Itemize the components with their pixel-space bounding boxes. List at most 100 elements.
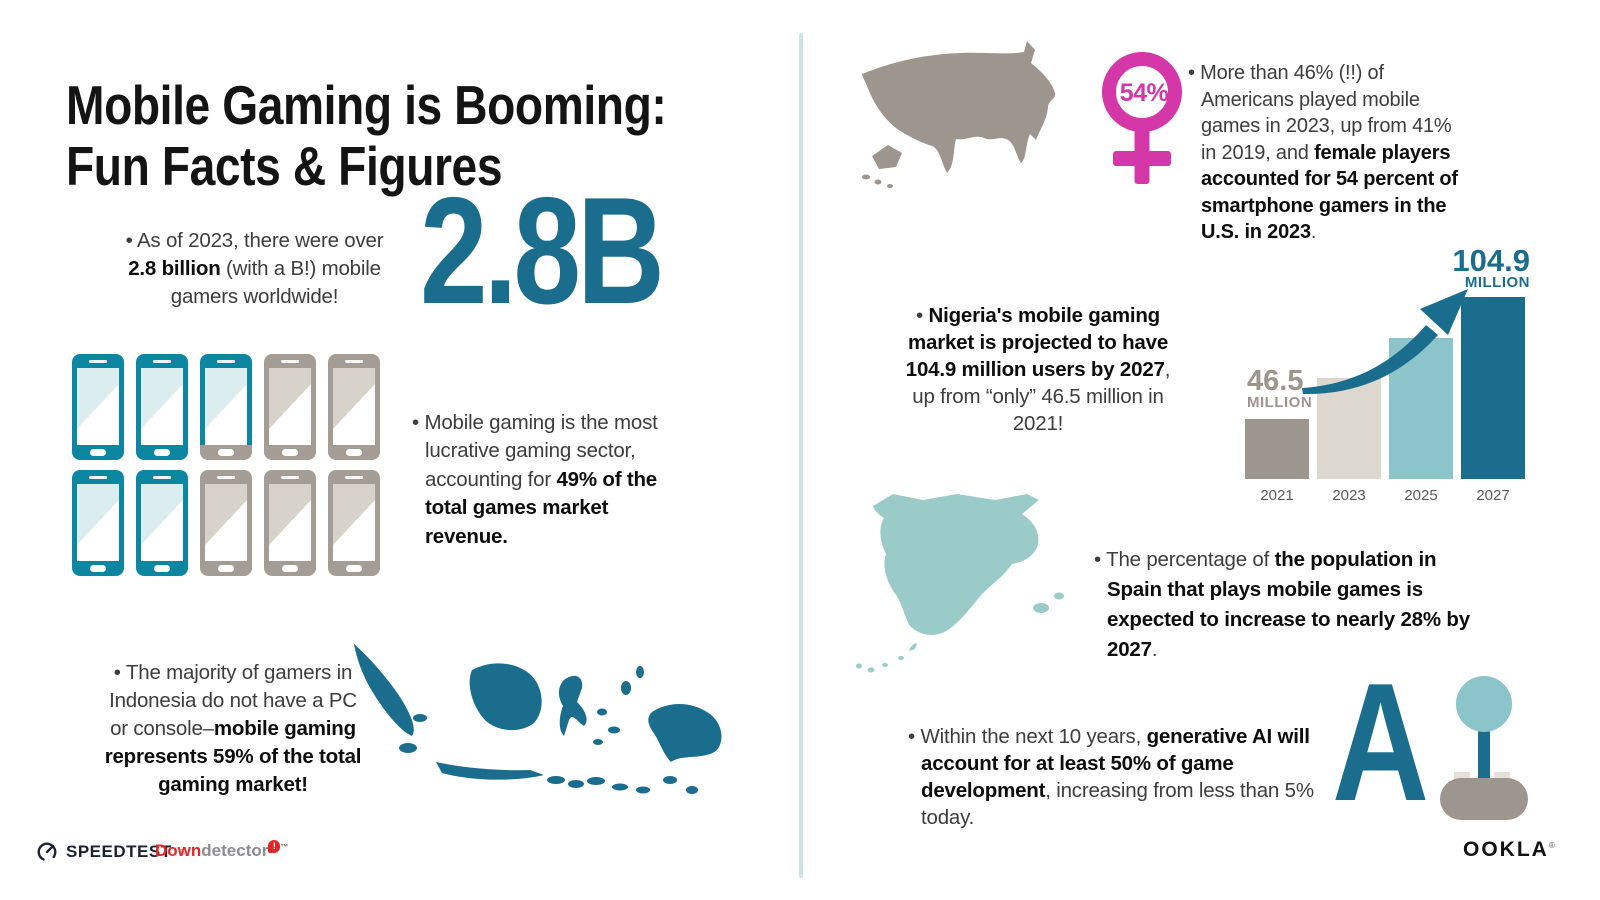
fact-indonesia: • The majority of gamers in Indonesia do… (104, 659, 362, 799)
phone-screen (333, 368, 375, 445)
phone-icon-split (200, 354, 252, 460)
phone-icon-teal (136, 354, 188, 460)
joystick-icon (1440, 676, 1528, 820)
page-title-line2: Fun Facts & Figures (66, 134, 503, 197)
bullet-glyph: • (1094, 547, 1101, 571)
phone-icon-teal (136, 470, 188, 576)
phone-screen (269, 484, 311, 561)
column-divider (799, 33, 803, 878)
page-title-line1: Mobile Gaming is Booming: (66, 73, 667, 136)
phone-screen (77, 368, 119, 445)
phone-home-button (154, 565, 170, 572)
fact-worldwide-gamers: • As of 2023, there were over 2.8 billio… (112, 227, 397, 311)
chart-value-46-5: 46.5 (1247, 365, 1304, 397)
downdetector-wordmark-detector: detector (201, 841, 269, 860)
growth-arrow-icon (1302, 289, 1468, 395)
phones-grid-49-percent (72, 354, 380, 576)
phone-speaker (153, 360, 171, 363)
phone-screen (333, 484, 375, 561)
ookla-logo: OOKLA® (1463, 838, 1557, 862)
downdetector-exclamation-icon: ! (268, 840, 281, 853)
speedtest-gauge-icon (37, 842, 57, 862)
fact-us-players: • More than 46% (!!) of Americans played… (1188, 60, 1471, 246)
bar-2021 (1245, 419, 1309, 479)
fact-text: , up from “only” 46.5 million in 2021! (912, 357, 1171, 435)
registered-mark: ® (1548, 841, 1557, 850)
chart-label-104-9-million: 104.9 MILLION (1452, 243, 1530, 291)
phone-speaker (89, 360, 107, 363)
phone-icon-teal (72, 470, 124, 576)
phone-speaker (153, 476, 171, 479)
fact-text: As of 2023, there were over (136, 228, 384, 252)
phone-speaker (281, 360, 299, 363)
axis-label-2023: 2023 (1332, 487, 1366, 504)
usa-map (862, 41, 1056, 188)
phone-icon-gray (328, 470, 380, 576)
fact-generative-ai: • Within the next 10 years, generative A… (908, 723, 1321, 831)
phone-screen (205, 368, 247, 445)
axis-label-2025: 2025 (1404, 487, 1438, 504)
phone-home-button (346, 449, 362, 456)
nigeria-users-bar-chart: 46.5 MILLION 104.9 MILLION 2021 2023 202… (1245, 243, 1530, 510)
fact-text-bold: the population in Spain that plays mobil… (1107, 547, 1470, 661)
phone-speaker (217, 360, 235, 363)
fact-text-bold: 49% of the total games market revenue. (425, 467, 658, 548)
downdetector-logo: Downdetector! ™ (155, 840, 289, 861)
phone-screen (77, 484, 119, 561)
bullet-glyph: • (1188, 62, 1195, 84)
fact-revenue: • Mobile gaming is the most lucrative ga… (412, 409, 683, 552)
big-stat-2-8b: 2.8B (420, 166, 665, 336)
fact-text: Within the next 10 years, (920, 724, 1147, 748)
fact-text-bold: 2.8 billion (128, 256, 221, 280)
fact-text: (with a B!) mobile gamers worldwide! (170, 256, 381, 308)
bullet-glyph: • (412, 410, 419, 434)
fact-text: The percentage of (1106, 547, 1275, 571)
fact-nigeria: • Nigeria's mobile gaming market is proj… (903, 302, 1173, 437)
phone-speaker (281, 476, 299, 479)
bullet-glyph: • (915, 303, 923, 327)
axis-label-2021: 2021 (1260, 487, 1294, 504)
bullet-glyph: • (125, 228, 133, 252)
fact-text: , increasing from less than 5% today. (921, 778, 1314, 829)
phone-home-button (90, 565, 106, 572)
phones-row-1 (72, 354, 380, 460)
axis-label-2027: 2027 (1476, 487, 1510, 504)
phone-home-button (218, 565, 234, 572)
phone-speaker (217, 476, 235, 479)
female-54-percent-badge: 54% (1119, 79, 1169, 107)
phone-home-button (346, 565, 362, 572)
phone-screen (269, 368, 311, 445)
fact-text-bold: Nigeria's mobile gaming market is projec… (905, 303, 1169, 381)
phone-icon-teal (72, 354, 124, 460)
bullet-glyph: • (908, 724, 915, 748)
phone-icon-gray (264, 470, 316, 576)
trademark-mark: ™ (280, 842, 289, 852)
registered-mark: ® (179, 847, 186, 857)
female-symbol-icon (1102, 52, 1182, 184)
chart-value-104-9: 104.9 (1452, 243, 1530, 278)
phone-screen (205, 484, 247, 561)
downdetector-wordmark-down: Down (155, 841, 202, 860)
phone-speaker (89, 476, 107, 479)
fact-text: . (1310, 221, 1317, 243)
fact-text-bold: mobile gaming represents 59% of the tota… (104, 716, 362, 796)
phone-speaker (345, 476, 363, 479)
phone-home-button (154, 449, 170, 456)
phones-row-2 (72, 470, 380, 576)
speedtest-logo: SPEEDTEST ® (36, 841, 186, 863)
phone-screen (141, 484, 183, 561)
chart-unit-million: MILLION (1464, 274, 1530, 291)
phone-home-button (90, 449, 106, 456)
phone-screen (141, 368, 183, 445)
phone-home-button (282, 449, 298, 456)
indonesia-map (354, 644, 722, 794)
fact-spain: • The percentage of the population in Sp… (1094, 545, 1489, 665)
fact-text: Mobile gaming is the most lucrative gami… (424, 410, 658, 491)
fact-text-bold: female players accounted for 54 percent … (1201, 141, 1458, 244)
ookla-wordmark: OOKLA (1463, 838, 1549, 861)
phone-speaker (345, 360, 363, 363)
phone-icon-gray (200, 470, 252, 576)
chart-label-46-5-million: 46.5 MILLION (1247, 365, 1312, 412)
fact-text-bold: generative AI will account for at least … (921, 724, 1310, 802)
